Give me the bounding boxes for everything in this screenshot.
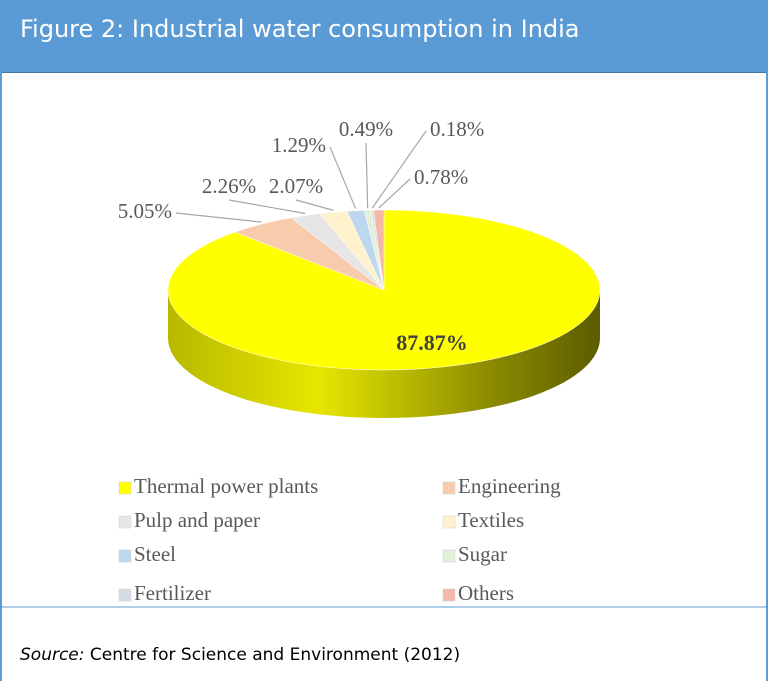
figure-title: Figure 2: Industrial water consumption i… — [20, 15, 580, 43]
pie-slice — [373, 209, 385, 291]
legend-swatch — [118, 588, 132, 602]
legend-label: Sugar — [458, 542, 507, 566]
figure-header: Figure 2: Industrial water consumption i… — [2, 0, 766, 73]
data-label: 2.26% — [202, 174, 256, 198]
source-label: Source: — [20, 645, 85, 665]
leader-line — [371, 130, 427, 209]
data-label: 5.05% — [118, 199, 172, 223]
data-label: 1.29% — [272, 133, 326, 157]
leader-line — [295, 199, 334, 211]
leader-line — [175, 212, 262, 223]
legend-label: Steel — [134, 542, 176, 566]
source-text: Centre for Science and Environment (2012… — [89, 645, 461, 665]
legend-swatch — [442, 481, 456, 495]
source-note: Source: Centre for Science and Environme… — [20, 645, 460, 665]
data-label: 0.78% — [414, 165, 468, 189]
data-label: 87.87% — [396, 330, 468, 355]
leader-line — [228, 199, 306, 215]
data-label: 0.18% — [430, 117, 484, 141]
legend-swatch — [442, 515, 456, 529]
leader-line — [378, 178, 411, 209]
data-label: 0.49% — [339, 117, 393, 141]
data-label: 2.07% — [269, 174, 323, 198]
legend-swatch — [118, 549, 132, 563]
legend-swatch — [442, 549, 456, 563]
leader-line — [329, 146, 357, 209]
legend-label: Others — [458, 581, 514, 605]
legend-swatch — [118, 481, 132, 495]
legend-swatch — [442, 588, 456, 602]
legend-label: Pulp and paper — [134, 508, 260, 532]
legend-swatch — [118, 515, 132, 529]
pie-side — [168, 290, 600, 418]
legend-label: Thermal power plants — [134, 474, 318, 498]
legend-label: Textiles — [458, 508, 524, 532]
legend-label: Engineering — [458, 474, 561, 498]
leader-line — [365, 142, 369, 209]
legend-label: Fertilizer — [134, 581, 211, 605]
